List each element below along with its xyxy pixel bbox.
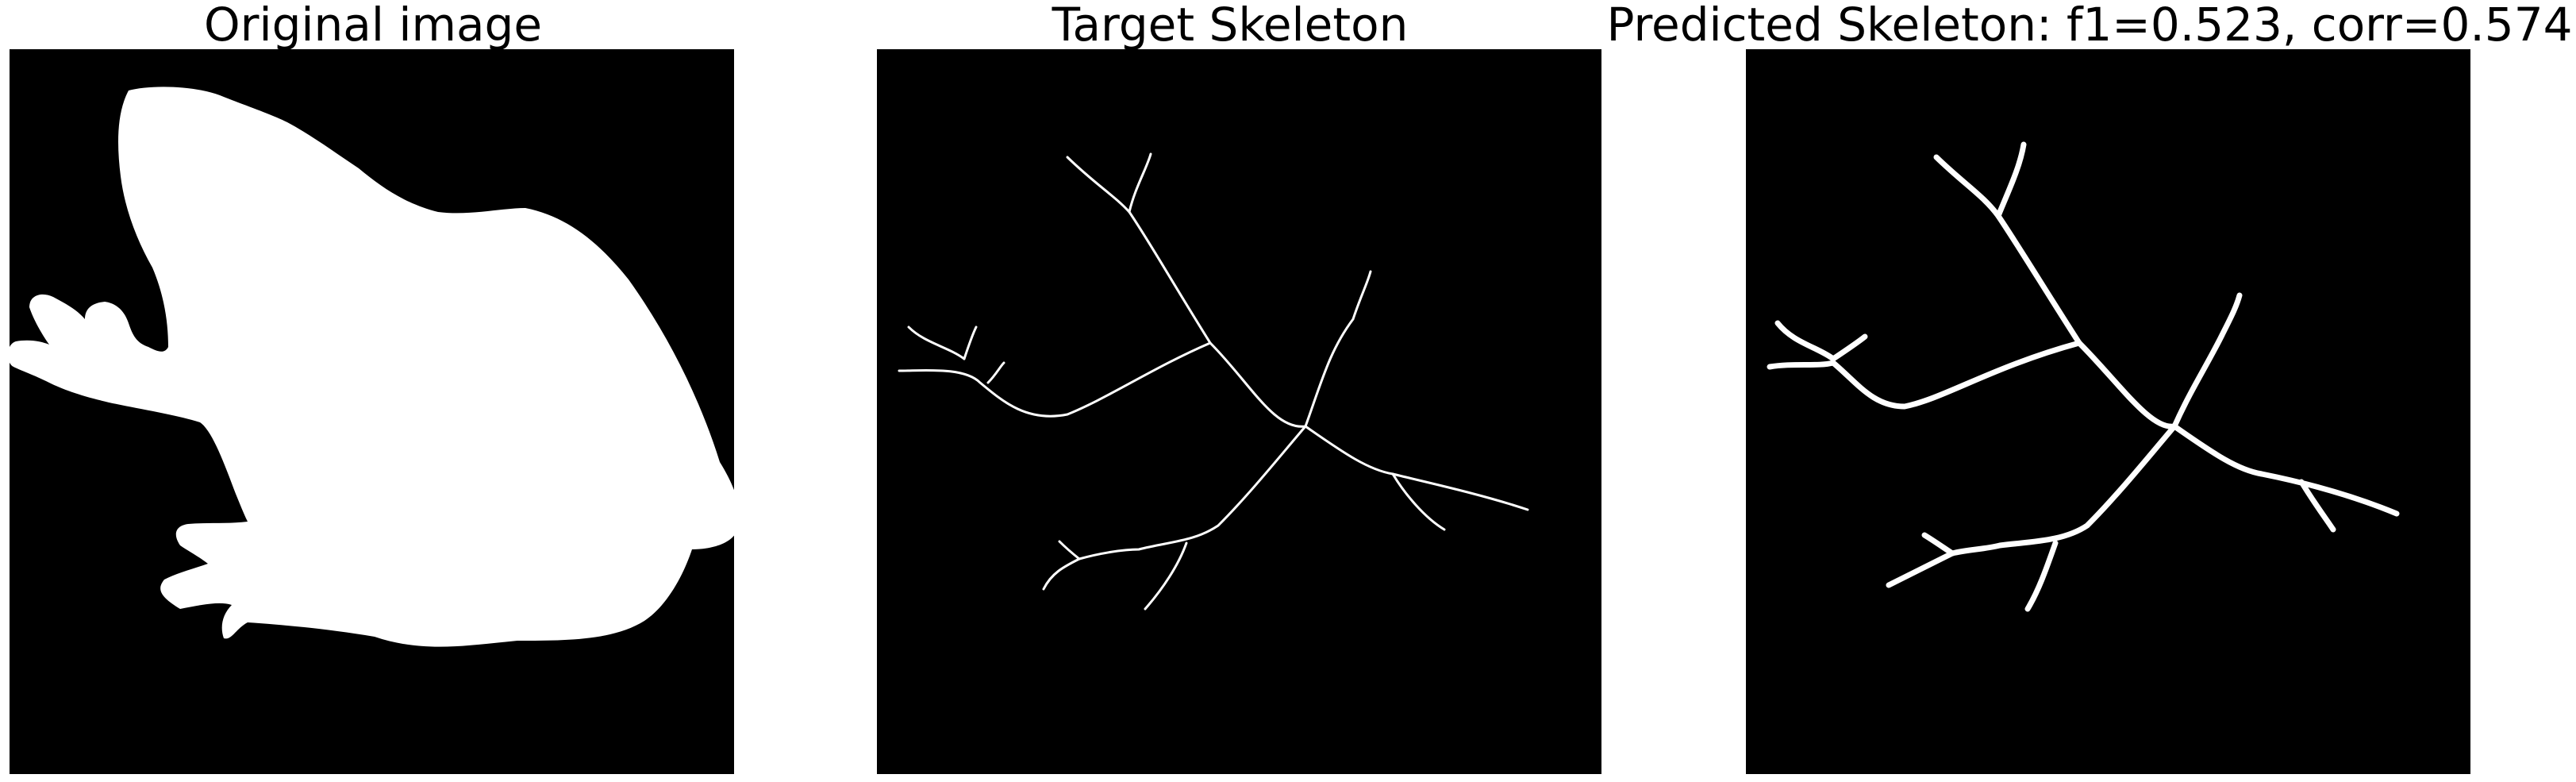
panel-title-target: Target Skeleton: [1052, 0, 1409, 52]
target-skeleton: [898, 152, 1529, 611]
panel-title-original: Original image: [203, 0, 543, 52]
panel-target: Target Skeleton: [857, 0, 1603, 782]
original-image: [10, 49, 734, 774]
predicted-skeleton: [1767, 141, 2400, 612]
frog-silhouette: [10, 87, 734, 647]
target-skeleton-image: [877, 49, 1601, 774]
panel-title-predicted: Predicted Skeleton: f1=0.523, corr=0.574: [1606, 0, 2573, 52]
panel-predicted: Predicted Skeleton: f1=0.523, corr=0.574: [1603, 0, 2576, 782]
predicted-skeleton-image: [1746, 49, 2470, 774]
panel-original: Original image: [0, 0, 746, 782]
